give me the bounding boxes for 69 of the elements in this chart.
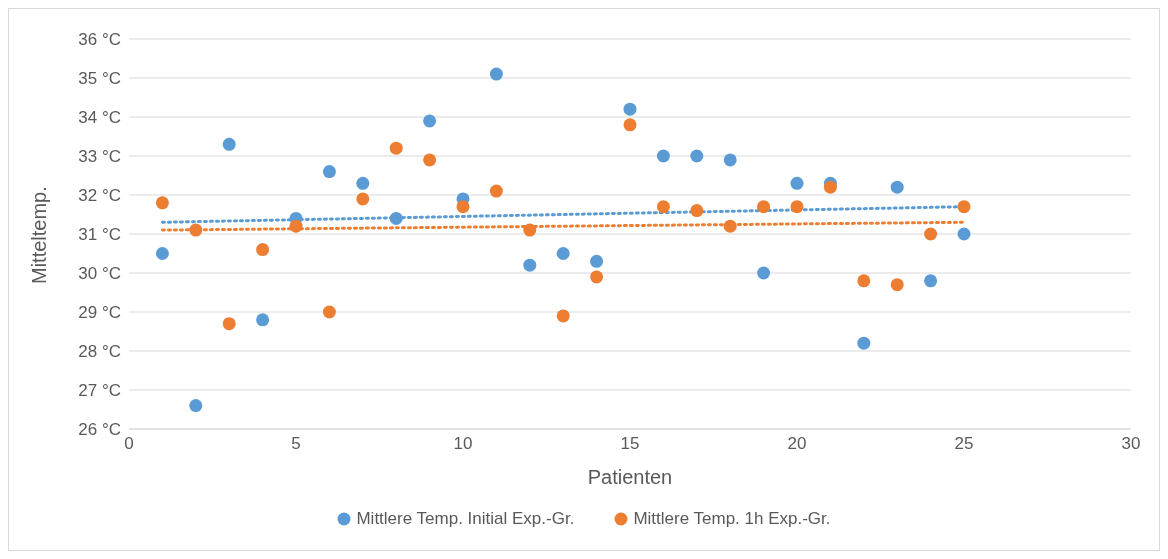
point xyxy=(322,165,336,179)
point xyxy=(857,274,871,288)
y-tick-label: 27 °C xyxy=(78,381,121,401)
point xyxy=(222,137,236,151)
point xyxy=(656,149,670,163)
point xyxy=(356,192,370,206)
point xyxy=(389,141,403,155)
point xyxy=(823,180,837,194)
x-tick-label: 10 xyxy=(453,434,473,454)
point xyxy=(556,309,570,323)
point xyxy=(790,200,804,214)
point xyxy=(723,219,737,233)
y-tick-label: 36 °C xyxy=(78,30,121,50)
point xyxy=(790,176,804,190)
point xyxy=(256,243,270,257)
point xyxy=(523,223,537,237)
point xyxy=(957,200,971,214)
x-axis-title: Patienten xyxy=(587,466,673,488)
x-tick-label: 20 xyxy=(787,434,807,454)
y-axis-title: Mitteltemp. xyxy=(28,186,51,284)
point xyxy=(623,102,637,116)
point xyxy=(690,204,704,218)
point xyxy=(489,67,503,81)
y-tick-label: 35 °C xyxy=(78,69,121,89)
point xyxy=(890,180,904,194)
point xyxy=(356,176,370,190)
x-tick-label: 15 xyxy=(620,434,640,454)
x-tick-label: 0 xyxy=(124,434,134,454)
y-tick-label: 34 °C xyxy=(78,108,121,128)
point xyxy=(489,184,503,198)
point xyxy=(757,266,771,280)
point xyxy=(189,399,203,413)
point xyxy=(590,270,604,284)
point xyxy=(690,149,704,163)
point xyxy=(924,274,938,288)
y-tick-label: 32 °C xyxy=(78,186,121,206)
point xyxy=(423,153,437,167)
point xyxy=(289,219,303,233)
point xyxy=(256,313,270,327)
y-tick-label: 31 °C xyxy=(78,225,121,245)
point xyxy=(957,227,971,241)
point xyxy=(155,247,169,260)
point xyxy=(857,336,871,350)
point xyxy=(590,254,604,268)
point xyxy=(155,196,169,210)
point xyxy=(423,114,437,128)
point xyxy=(456,200,470,214)
point xyxy=(189,223,203,237)
legend-label: Mittlere Temp. 1h Exp.-Gr. xyxy=(633,509,831,529)
point xyxy=(723,153,737,167)
y-tick-label: 28 °C xyxy=(78,342,121,362)
point xyxy=(656,200,670,214)
x-tick-label: 25 xyxy=(954,434,974,454)
legend-label: Mittlere Temp. Initial Exp.-Gr. xyxy=(356,509,575,529)
x-tick-label: 30 xyxy=(1121,434,1141,454)
y-tick-label: 29 °C xyxy=(78,303,121,323)
y-tick-label: 33 °C xyxy=(78,147,121,167)
point xyxy=(523,258,537,272)
y-tick-label: 30 °C xyxy=(78,264,121,284)
point xyxy=(623,118,637,132)
point xyxy=(757,200,771,214)
point xyxy=(222,317,236,331)
point xyxy=(389,211,403,225)
point xyxy=(322,305,336,319)
point xyxy=(890,278,904,292)
point xyxy=(556,247,570,260)
point xyxy=(924,227,938,241)
y-tick-label: 26 °C xyxy=(78,420,121,440)
x-tick-label: 5 xyxy=(291,434,301,454)
